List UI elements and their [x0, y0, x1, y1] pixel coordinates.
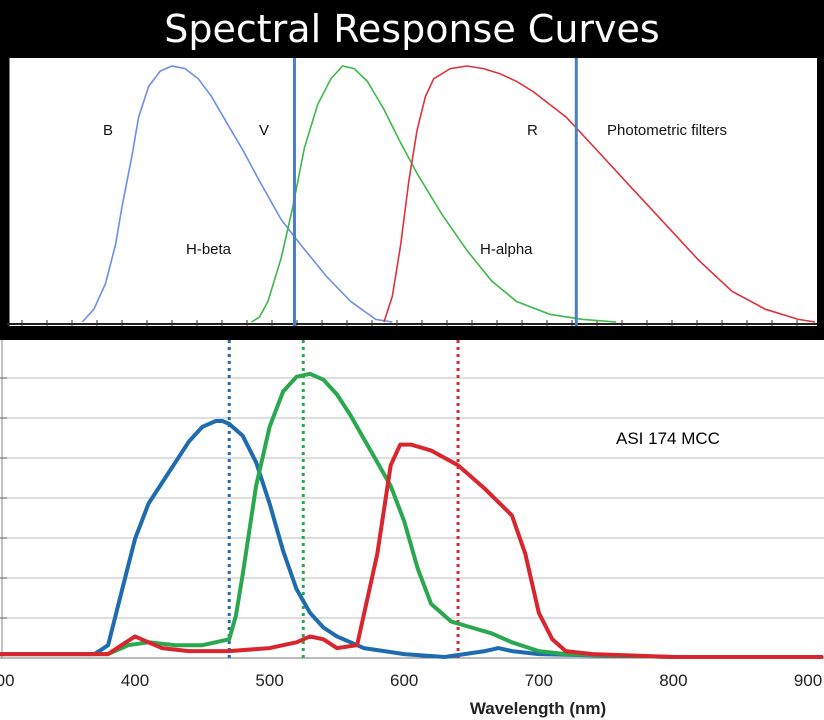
- series-line-0: [0, 419, 824, 659]
- asi-174-mcc-chart: 300 400 500 600 700 800 900 Wavelength (nm) ASI …: [0, 340, 824, 720]
- series-line-2: [0, 442, 824, 659]
- x-tick-label: 500: [255, 671, 283, 690]
- series-label-r: R: [527, 122, 538, 139]
- marker-label-h-alpha: H-alpha: [480, 241, 533, 258]
- marker-label-h-beta: H-beta: [186, 241, 232, 258]
- top-chart-svg: B V R H-beta H-alpha Photometric filters: [7, 58, 817, 326]
- annotation-asi-174-mcc: ASI 174 MCC: [616, 429, 720, 448]
- series-label-v: V: [259, 122, 269, 139]
- x-tick-label: 900: [794, 671, 822, 690]
- series-line-v: [250, 65, 617, 323]
- x-tick-label: 800: [659, 671, 687, 690]
- series-label-b: B: [103, 122, 113, 139]
- series-line-b: [81, 65, 393, 323]
- photometric-filters-chart: B V R H-beta H-alpha Photometric filters: [7, 58, 817, 326]
- x-tick-label: 600: [390, 671, 418, 690]
- bottom-chart-svg: 300 400 500 600 700 800 900 Wavelength (nm) ASI …: [0, 340, 824, 718]
- series-line-1: [0, 371, 824, 659]
- page-title: Spectral Response Curves: [0, 0, 824, 58]
- series-line-r: [383, 65, 816, 323]
- x-tick-label: 400: [121, 671, 149, 690]
- x-axis-label: Wavelength (nm): [470, 699, 606, 718]
- x-tick-label: 300: [0, 671, 15, 690]
- annotation-photometric-filters: Photometric filters: [607, 122, 727, 139]
- x-tick-label: 700: [525, 671, 553, 690]
